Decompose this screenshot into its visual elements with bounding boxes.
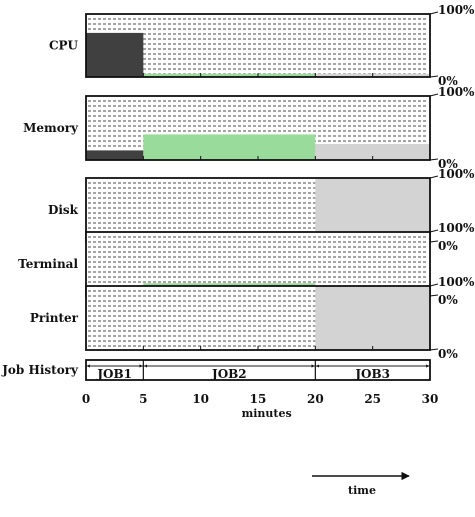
memory-bottom-marker (429, 158, 439, 161)
cpu-pct-top: 100% (438, 3, 475, 17)
disk-bottom-marker (429, 240, 439, 243)
memory-label: Memory (23, 121, 79, 135)
memory-bar-job1 (86, 150, 144, 160)
disk-label: Disk (48, 203, 79, 217)
job-label-job3: JOB3 (354, 367, 390, 381)
terminal-top-marker (429, 229, 439, 233)
disk-pct-top: 100% (438, 167, 475, 181)
disk-pct-bottom: 0% (438, 239, 458, 253)
terminal-bottom-marker (429, 294, 439, 297)
cpu-pct-bottom: 0% (438, 74, 458, 88)
printer-pct-top: 100% (438, 275, 475, 289)
printer-top-marker (429, 283, 439, 287)
x-tick-label-10: 10 (192, 392, 209, 406)
memory-pct-bottom: 0% (438, 157, 458, 171)
x-axis-title: minutes (242, 407, 292, 420)
cpu-bottom-marker (429, 75, 439, 78)
terminal-pct-bottom: 0% (438, 293, 458, 307)
cpu-label: CPU (49, 39, 79, 53)
memory-top-marker (429, 93, 439, 97)
x-tick-label-30: 30 (422, 392, 439, 406)
memory-bar-job2 (143, 134, 316, 160)
cpu-panel-frame (85, 13, 431, 78)
cpu-bar-job1 (86, 32, 144, 77)
memory-pct-top: 100% (438, 85, 475, 99)
x-tick-label-20: 20 (307, 392, 324, 406)
printer-bar-job3 (315, 286, 430, 350)
printer-label: Printer (30, 311, 79, 325)
printer-bottom-marker (429, 348, 439, 351)
job-label-job1: JOB1 (96, 367, 132, 381)
job-label-job2: JOB2 (211, 367, 247, 381)
x-tick-label-0: 0 (82, 392, 90, 406)
cpu-top-marker (429, 11, 439, 15)
time-label: time (348, 484, 376, 497)
x-tick-label-15: 15 (250, 392, 267, 406)
disk-top-marker (429, 175, 439, 179)
memory-panel-frame (85, 95, 431, 161)
cpu-bar-job2 (143, 73, 316, 77)
memory-bar-job3 (315, 144, 430, 160)
x-tick-label-5: 5 (139, 392, 147, 406)
printer-panel-frame (85, 285, 431, 351)
terminal-label: Terminal (18, 257, 78, 271)
printer-pct-bottom: 0% (438, 347, 458, 361)
terminal-pct-top: 100% (438, 221, 475, 235)
job-history-label: Job History (1, 363, 79, 377)
x-tick-label-25: 25 (364, 392, 381, 406)
